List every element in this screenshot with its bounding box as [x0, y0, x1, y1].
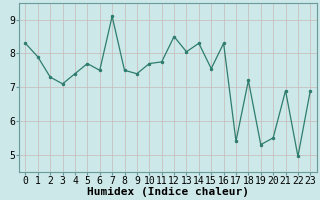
X-axis label: Humidex (Indice chaleur): Humidex (Indice chaleur): [87, 187, 249, 197]
